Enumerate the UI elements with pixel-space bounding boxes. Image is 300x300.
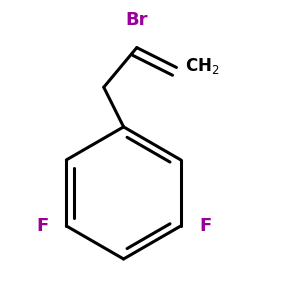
Text: F: F <box>199 217 211 235</box>
Text: CH$_2$: CH$_2$ <box>185 56 219 76</box>
Text: Br: Br <box>125 11 148 29</box>
Text: F: F <box>36 217 48 235</box>
